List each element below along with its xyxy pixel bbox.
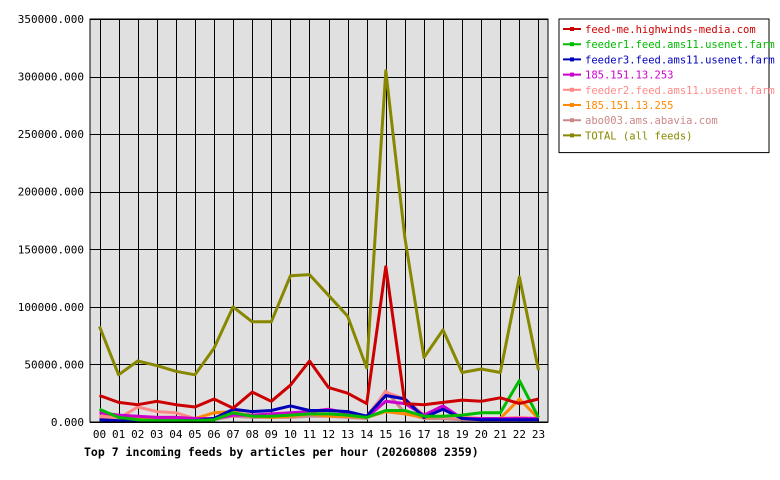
legend-label: feeder2.feed.ams11.usenet.farm bbox=[585, 85, 775, 97]
legend-marker bbox=[570, 87, 574, 92]
series-line bbox=[98, 69, 540, 377]
legend-marker bbox=[570, 57, 574, 62]
legend-marker bbox=[570, 27, 574, 31]
y-tick-label: 0.000 bbox=[51, 416, 84, 429]
x-tick-label: 20 bbox=[475, 428, 488, 441]
legend-label: feeder1.feed.ams11.usenet.farm bbox=[585, 39, 775, 51]
x-tick-label: 13 bbox=[341, 428, 354, 441]
x-tick-label: 00 bbox=[93, 428, 106, 441]
legend-box bbox=[558, 18, 770, 154]
legend: feed-me.highwinds-media.com feeder1.feed.… bbox=[558, 18, 775, 154]
x-tick-label: 16 bbox=[398, 428, 411, 441]
legend-marker bbox=[570, 133, 574, 138]
x-tick-label: 01 bbox=[112, 428, 125, 441]
x-tick-label: 04 bbox=[169, 428, 183, 441]
legend-label: 185.151.13.253 bbox=[585, 70, 674, 82]
y-tick-label: 100000.000 bbox=[18, 301, 84, 314]
y-tick-label: 350000.000 bbox=[18, 13, 84, 26]
y-axis-ticks: 0.000 50000.000 100000.000 150000.000 200000… bbox=[18, 13, 84, 429]
legend-label: abo003.ams.abavia.com bbox=[585, 115, 718, 127]
x-tick-label: 19 bbox=[456, 428, 469, 441]
legend-marker bbox=[570, 103, 574, 107]
legend-label: feed-me.highwinds-media.com bbox=[585, 24, 756, 36]
series-lines bbox=[98, 69, 540, 423]
x-tick-label: 05 bbox=[188, 428, 201, 441]
y-tick-label: 200000.000 bbox=[18, 186, 84, 199]
chart-title: Top 7 incoming feeds by articles per hou… bbox=[84, 445, 479, 459]
series-line bbox=[98, 379, 540, 423]
x-tick-label: 11 bbox=[303, 428, 316, 441]
x-tick-label: 09 bbox=[265, 428, 278, 441]
x-tick-label: 23 bbox=[532, 428, 545, 441]
y-tick-label: 150000.000 bbox=[18, 243, 84, 256]
legend-marker bbox=[570, 118, 574, 123]
x-axis-ticks: 00 01 02 03 04 05 06 07 08 09 10 11 12 13 14 15 16 17 18 19… bbox=[93, 428, 545, 441]
legend-label: TOTAL (all feeds) bbox=[585, 130, 692, 142]
y-tick-label: 50000.000 bbox=[24, 358, 84, 371]
x-tick-label: 17 bbox=[417, 428, 430, 441]
x-tick-label: 07 bbox=[227, 428, 240, 441]
legend-marker bbox=[570, 42, 574, 47]
x-tick-label: 14 bbox=[360, 428, 374, 441]
y-tick-label: 300000.000 bbox=[18, 71, 84, 84]
x-tick-label: 15 bbox=[379, 428, 392, 441]
x-tick-label: 18 bbox=[436, 428, 449, 441]
plot-border bbox=[89, 18, 549, 423]
legend-marker bbox=[570, 72, 574, 77]
x-tick-label: 02 bbox=[131, 428, 144, 441]
x-tick-label: 03 bbox=[150, 428, 163, 441]
y-tick-label: 250000.000 bbox=[18, 128, 84, 141]
x-tick-label: 06 bbox=[207, 428, 220, 441]
legend-label: feeder3.feed.ams11.usenet.farm bbox=[585, 54, 775, 66]
plot-area bbox=[90, 19, 548, 422]
x-tick-label: 12 bbox=[322, 428, 335, 441]
x-tick-label: 22 bbox=[513, 428, 526, 441]
series-line bbox=[98, 265, 539, 410]
x-tick-label: 10 bbox=[284, 428, 297, 441]
legend-label: 185.151.13.255 bbox=[585, 100, 674, 112]
x-tick-label: 21 bbox=[494, 428, 507, 441]
x-tick-label: 08 bbox=[246, 428, 259, 441]
